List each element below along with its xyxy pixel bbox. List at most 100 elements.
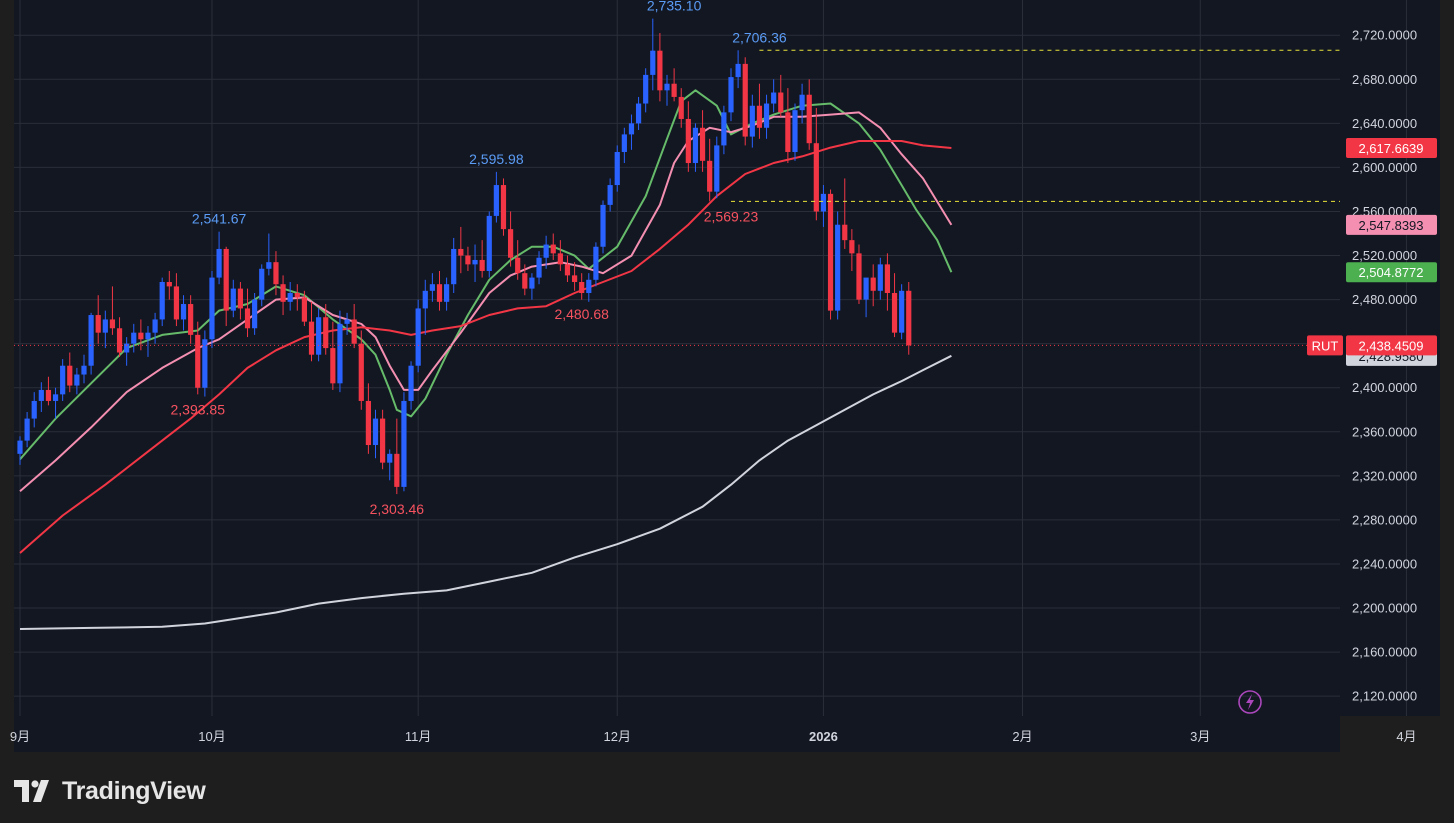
chart-pane[interactable]: [14, 0, 1340, 716]
candle: [571, 262, 578, 291]
candle-body: [571, 275, 578, 282]
candle: [109, 286, 116, 335]
candle: [344, 312, 350, 335]
candle-body: [415, 308, 421, 366]
brand[interactable]: TradingView: [14, 774, 206, 808]
ma-line-ma_long: [19, 354, 952, 630]
candle: [24, 411, 30, 448]
y-tick-label: 2,480.0000: [1352, 292, 1417, 307]
candle: [38, 382, 44, 412]
candle: [877, 257, 883, 300]
candle-body: [124, 343, 130, 353]
y-tick-label: 2,400.0000: [1352, 380, 1417, 395]
lightning-icon[interactable]: [1238, 690, 1262, 714]
candle: [835, 211, 841, 320]
candle: [536, 251, 542, 285]
candle-body: [500, 185, 507, 230]
peak-label: 2,541.67: [192, 211, 247, 227]
candle-body: [699, 127, 706, 161]
candle-body: [74, 374, 80, 386]
candle-body: [422, 290, 428, 309]
candle-body: [17, 440, 23, 454]
x-tick-label: 11月: [405, 729, 432, 744]
candle-body: [401, 400, 407, 487]
candle-body: [564, 264, 571, 276]
candle-body: [81, 365, 87, 375]
candle: [763, 94, 770, 139]
candle: [159, 277, 165, 327]
candle-body: [614, 152, 620, 186]
candle: [500, 178, 507, 236]
candle-body: [600, 204, 606, 247]
candle: [365, 383, 371, 454]
candle: [728, 68, 734, 122]
candle: [280, 275, 286, 316]
candle: [394, 418, 400, 495]
candle: [102, 310, 108, 349]
candle-body: [237, 288, 244, 309]
symbol-tag: RUT: [1307, 335, 1343, 356]
candle-body: [714, 145, 720, 192]
candle-body: [52, 394, 59, 401]
y-tick-label: 2,120.0000: [1352, 689, 1417, 704]
price-tag-ma_fast-box: [1346, 262, 1437, 283]
y-tick-label: 2,160.0000: [1352, 645, 1417, 660]
candle-body: [799, 94, 805, 111]
candle-body: [472, 259, 478, 265]
candle: [557, 240, 563, 271]
candle-body: [621, 134, 627, 153]
candle: [486, 211, 492, 278]
candle-body: [756, 105, 763, 128]
candle-body: [849, 240, 855, 254]
x-tick-label: 12月: [604, 729, 631, 744]
candle: [81, 354, 87, 384]
candle: [124, 337, 130, 366]
y-tick-label: 2,200.0000: [1352, 601, 1417, 616]
candle-body: [358, 343, 364, 401]
candle: [550, 233, 556, 260]
candle-body: [109, 319, 116, 329]
price-tag-ma_mid: 2,547.8393: [1346, 214, 1437, 235]
candle: [415, 299, 421, 373]
peak-label: 2,706.36: [732, 29, 787, 45]
candle-body: [493, 185, 499, 216]
price-tag-ma_slow: 2,617.6639: [1346, 137, 1437, 158]
x-tick-label: 2月: [1012, 729, 1032, 744]
candle: [593, 242, 599, 287]
candle: [621, 127, 627, 164]
candle-body: [657, 50, 663, 91]
candle: [856, 244, 862, 305]
candle: [771, 79, 777, 113]
candle: [721, 105, 727, 155]
y-tick-label: 2,320.0000: [1352, 468, 1417, 483]
candle: [600, 200, 606, 254]
x-tick-label: 10月: [198, 729, 225, 744]
candle: [707, 138, 713, 202]
candle: [252, 293, 258, 335]
candle: [209, 270, 215, 349]
brand-name: TradingView: [62, 776, 206, 805]
candle-body: [877, 264, 883, 291]
candle: [827, 189, 834, 320]
candle: [849, 229, 855, 271]
high-low-labels: 2,541.67 2,595.98 2,735.10 2,706.36 2,393.85…: [171, 0, 787, 517]
candle-body: [735, 63, 741, 78]
candle: [202, 330, 208, 397]
time-axis[interactable]: [14, 716, 1340, 752]
candle: [465, 246, 471, 271]
candle: [67, 352, 73, 393]
candle-body: [323, 317, 329, 349]
candle: [216, 231, 222, 285]
candle: [472, 244, 478, 282]
candle-body: [643, 74, 649, 104]
candle-body: [771, 92, 777, 104]
candle: [515, 240, 521, 280]
candle-body: [742, 63, 748, 137]
price-tag-last-text: 2,438.4509: [1358, 338, 1423, 353]
candle-body: [486, 215, 492, 271]
symbol-tag-text: RUT: [1312, 338, 1339, 353]
candle-body: [223, 248, 229, 311]
candle-body: [835, 224, 841, 311]
